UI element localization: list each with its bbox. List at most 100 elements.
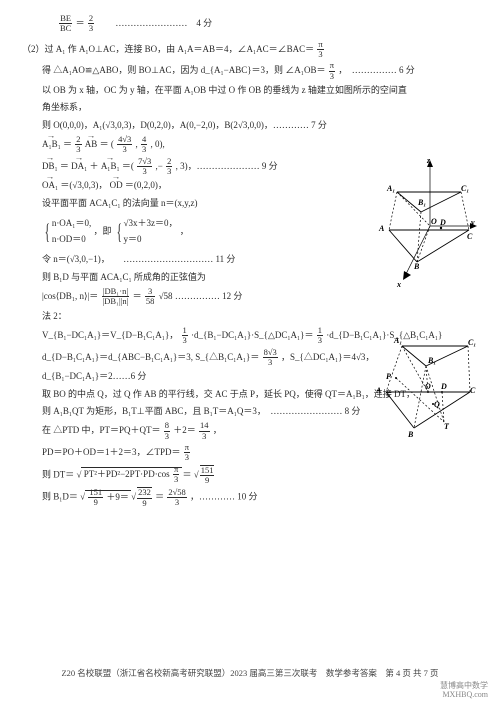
text: ＋ — [90, 161, 99, 171]
text: n·OA₁＝0, — [52, 216, 91, 231]
vec: DA₁ — [71, 159, 87, 174]
axis-label: x — [397, 278, 401, 292]
score-text: …………… 12 分 — [175, 291, 243, 301]
text: 则 B₁D＝ — [42, 492, 78, 502]
frac-den: 3 — [199, 432, 210, 441]
frac-num: 8 — [164, 421, 170, 431]
frac-den: 3 — [184, 453, 190, 462]
vertex-label: A₁ — [394, 334, 402, 348]
text: 则 DT＝ — [42, 469, 74, 479]
text: √58 — [159, 291, 173, 301]
line-l2: 得 △A₁AO≌△ABO，则 BO⊥AC，因为 d_{A₁−ABC}＝3，则 ∠… — [22, 61, 478, 81]
vertex-label: O — [425, 380, 431, 394]
frac-num: 14 — [199, 421, 210, 431]
frac-den: 3 — [166, 167, 172, 176]
text: 得 △A₁AO≌△ABO，则 BO⊥AC，因为 d_{A₁−ABC}＝3，则 ∠… — [42, 65, 325, 75]
text: n·OD＝0 — [52, 232, 91, 247]
frac-den: 9 — [200, 476, 215, 485]
line-l4: 角坐标系， — [22, 100, 478, 115]
text: ＝ — [133, 291, 142, 301]
text: ， — [213, 425, 222, 435]
frac-den: 3 — [167, 498, 186, 507]
text: 则 A₁B₁QT 为矩形，B₁T⊥平面 ABC，且 B₁T＝A₁Q＝3， ………… — [42, 406, 360, 416]
text: , 3)，………………… 9 分 — [176, 161, 278, 171]
line-l14: 法 2： — [22, 309, 478, 324]
frac-den: 3 — [263, 358, 278, 367]
line-l23: 则 B₁D＝ √ 1519 ＋9＝ √2329 ＝ 2√583 ，………… 10… — [22, 487, 478, 508]
watermark-line: 慧博高中数学 — [440, 681, 488, 691]
vertex-label: O — [431, 215, 437, 229]
frac-den: 3 — [329, 72, 335, 81]
line-l22: 则 DT＝ √ PT²＋PD²−2PT·PD·cos π3 ＝ √1519 — [22, 465, 478, 486]
frac-den: 3 — [173, 475, 179, 484]
vertex-label: B — [408, 428, 413, 442]
vertex-label: D — [441, 380, 447, 394]
text: V_{B₁−DC₁A₁}＝V_{D−B₁C₁A₁}， — [42, 330, 178, 340]
frac-den: 3 — [88, 24, 94, 33]
text: 令 n＝(√3,0,−1)， ………………………… 11 分 — [42, 254, 235, 264]
vec: AB — [85, 137, 98, 152]
frac-den: 9 — [137, 499, 152, 508]
text: 则 B₁D 与平面 ACA₁C₁ 所成角的正弦值为 — [42, 272, 206, 282]
axis-label: y — [471, 216, 475, 230]
diagram-oblique-prism: A₁ B₁ C₁ A B C O D P Q T — [378, 332, 478, 452]
vertex-label: C₁ — [468, 336, 476, 350]
frac-den: 3 — [182, 336, 188, 345]
text: ＋2＝ — [173, 425, 196, 435]
score-text: 4 分 — [196, 16, 212, 31]
eq-be-bc: BEBC ＝ 23 …………………… 4 分 — [22, 14, 478, 34]
text: 以 OB 为 x 轴，OC 为 y 轴，在平面 A₁OB 中过 O 作 OB 的… — [42, 85, 407, 95]
text: 角坐标系， — [42, 102, 87, 112]
vertex-label: P — [386, 370, 391, 384]
vec: OD — [110, 178, 123, 193]
text: 设平面平面 ACA₁C₁ 的法向量 n＝(x,y,z) — [42, 198, 197, 208]
text: |cos⟨DB₁, n⟩|＝ — [42, 291, 98, 301]
text: y＝0 — [124, 232, 178, 247]
text: , 0), — [151, 139, 165, 149]
text: ＋9＝ — [106, 492, 129, 502]
score-text: ， …………… 6 分 — [338, 65, 415, 75]
frac-den: 3 — [117, 145, 132, 154]
text: 在 △PTD 中，PT＝PQ＋QT＝ — [42, 425, 161, 435]
vertex-label: B₁ — [428, 354, 436, 368]
text: ＝( — [122, 161, 134, 171]
vertex-label: A — [376, 384, 381, 398]
text: ＝ — [100, 139, 109, 149]
text: （2）过 A₁ 作 A₁O⊥AC，连接 BO，由 A₁A＝AB＝4，∠A₁AC＝… — [22, 44, 314, 54]
text: 则 O(0,0,0)，A₁(√3,0,3)，D(0,2,0)，A(0,−2,0)… — [42, 120, 327, 130]
vertex-label: C — [470, 384, 475, 398]
text: ＝ — [182, 469, 191, 479]
text: , — [136, 139, 138, 149]
vertex-label: B — [414, 260, 419, 274]
vertex-label: C₁ — [461, 182, 469, 196]
vertex-label: A₁ — [387, 182, 395, 196]
frac-num: 232 — [137, 488, 152, 498]
text: ，S_{△DC₁A₁}＝4√3， — [281, 351, 374, 361]
frac-den: 3 — [137, 167, 152, 176]
vertex-label: D — [440, 216, 446, 230]
page-footer: Z20 名校联盟（浙江省名校新高考研究联盟）2023 届高三第三次联考 数学参考… — [0, 666, 500, 680]
score-text: ，………… 10 分 — [190, 492, 258, 502]
text: d_{B₁−DC₁A₁}＝2……6 分 — [42, 371, 146, 381]
axis-label: z — [427, 154, 430, 168]
text: ＝ — [155, 492, 164, 502]
frac-den: 3 — [317, 336, 323, 345]
line-l3: 以 OB 为 x 轴，OC 为 y 轴，在平面 A₁OB 中过 O 作 OB 的… — [22, 83, 478, 98]
text: PD＝PO＋OD＝1＋2＝3，∠TPD＝ — [42, 447, 181, 457]
frac-den: 3 — [317, 50, 323, 59]
watermark-line: MXHBQ.com — [440, 690, 488, 700]
frac-den: |DB₁||n| — [102, 297, 130, 306]
vertex-label: B₁ — [418, 196, 426, 210]
text: ,− — [156, 161, 163, 171]
vertex-label: A — [379, 222, 384, 236]
text: 法 2： — [42, 311, 67, 321]
vec: OA₁ — [42, 178, 58, 193]
text: ＝(√3,0,3)， — [60, 180, 107, 190]
vertex-label: Q — [434, 398, 440, 412]
vertex-label: T — [444, 420, 449, 434]
text: PT²＋PD²−2PT·PD·cos — [84, 469, 170, 479]
vertex-label: C — [467, 230, 472, 244]
para-2-start: （2）过 A₁ 作 A₁O⊥AC，连接 BO，由 A₁A＝AB＝4，∠A₁AC＝… — [22, 40, 478, 60]
frac-den: 3 — [141, 145, 147, 154]
text: 取 BO 的中点 Q，过 Q 作 AB 的平行线，交 AC 于点 P，延长 PQ… — [42, 389, 415, 399]
